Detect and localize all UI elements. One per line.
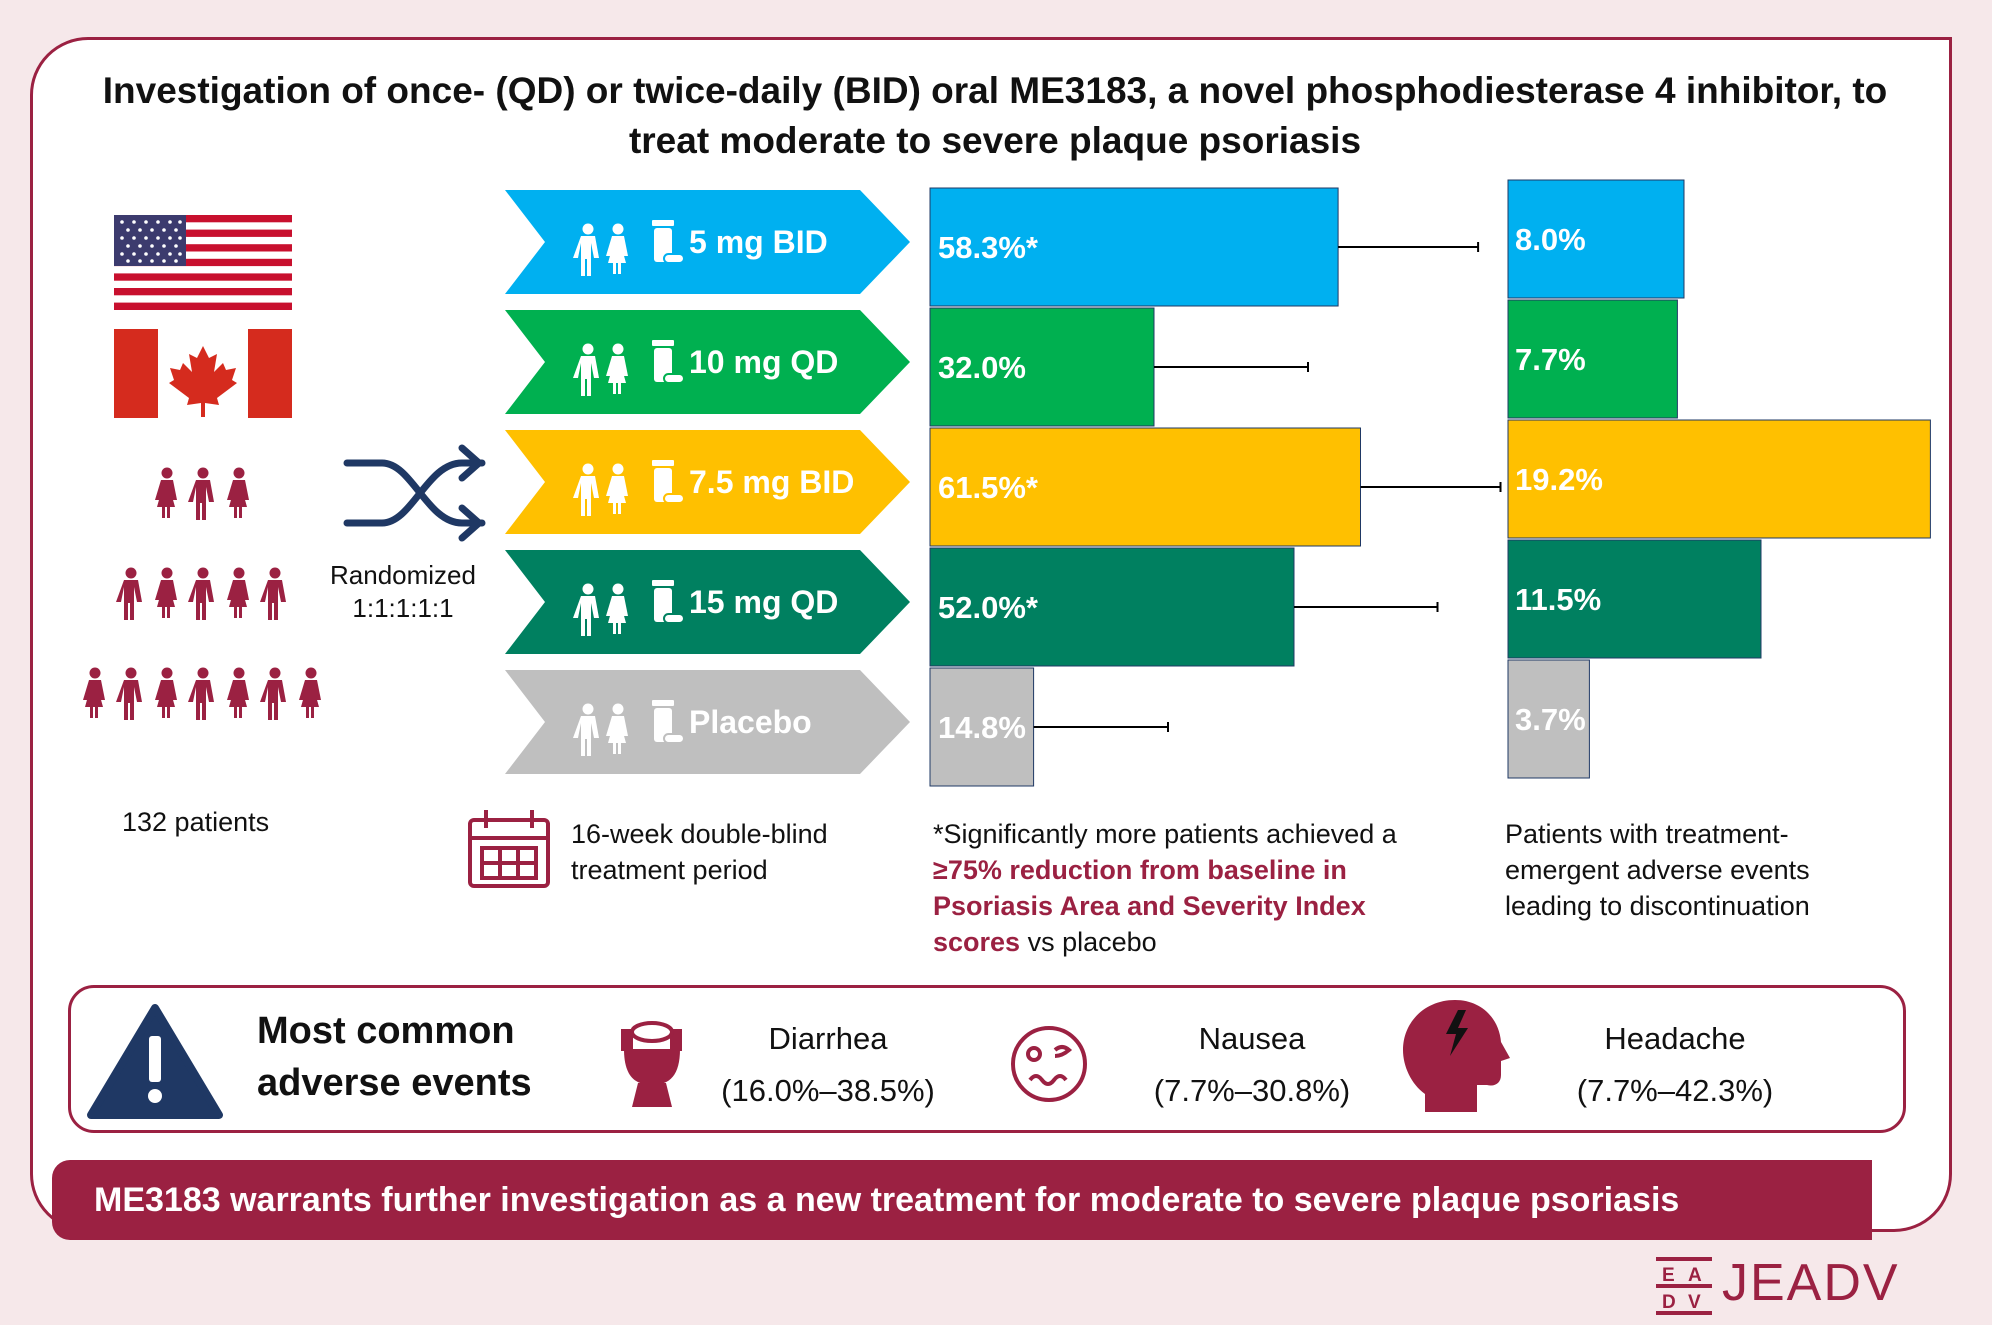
ae-nausea: Nausea (7.7%–30.8%) <box>1102 1020 1402 1110</box>
arm-arrow-5-mg-bid: 5 mg BID <box>505 190 910 294</box>
adverse-events-title-line1: Most common <box>257 1010 515 1052</box>
patients-pyramid-icon <box>83 467 321 720</box>
shuffle-icon <box>343 444 486 542</box>
ae-headache: Headache (7.7%–42.3%) <box>1525 1020 1825 1110</box>
pasi75-bar-10-mg-qd <box>929 307 1155 427</box>
arm-arrow-shape <box>505 190 910 294</box>
ae-headache-range: (7.7%–42.3%) <box>1576 1073 1774 1108</box>
arm-arrow-10-mg-qd: 10 mg QD <box>505 310 910 414</box>
teae-value-label: 8.0% <box>1515 222 1586 257</box>
warning-icon <box>87 1004 223 1119</box>
calendar-icon <box>468 810 550 888</box>
arm-arrow-shape <box>505 670 910 774</box>
pasi75-value-label: 58.3%* <box>938 230 1039 265</box>
pill-bottle-icon <box>652 580 685 624</box>
pasi75-chart: 58.3%* 32.0% 61.5%* 52.0%* 14.8% <box>929 187 1502 787</box>
ae-headache-name: Headache <box>1604 1021 1746 1056</box>
ae-nausea-range: (7.7%–30.8%) <box>1153 1073 1351 1108</box>
arm-arrow-7-5-mg-bid: 7.5 mg BID <box>505 430 910 534</box>
teae-value-label: 19.2% <box>1515 462 1603 497</box>
us-flag-icon <box>114 215 292 310</box>
teae-bar-7-5-mg-bid <box>1507 419 1931 539</box>
page-title: Investigation of once- (QD) or twice-dai… <box>102 70 1888 161</box>
pasi-note: *Significantly more patients achieved a … <box>933 816 1453 960</box>
treatment-arms: 5 mg BID 10 mg QD 7.5 mg BID 15 mg QD Placeb… <box>505 190 910 774</box>
pill-bottle-icon <box>652 340 685 384</box>
pasi75-value-label: 61.5%* <box>938 470 1039 505</box>
randomized-ratio: 1:1:1:1:1 <box>352 593 454 623</box>
teae-value-label: 7.7% <box>1515 342 1586 377</box>
patients-label: 132 patients <box>122 807 270 837</box>
arm-label: 5 mg BID <box>689 224 828 260</box>
treatment-period-label: 16-week double-blind treatment period <box>571 819 828 885</box>
teae-value-label: 3.7% <box>1515 702 1586 737</box>
pasi-note-suffix: vs placebo <box>1020 927 1157 957</box>
teae-bar-5-mg-bid <box>1507 179 1685 299</box>
pasi-note-highlight: ≥75% reduction from baseline in Psoriasi… <box>933 855 1366 957</box>
arm-arrow-placebo: Placebo <box>505 670 910 774</box>
teae-value-label: 11.5% <box>1515 582 1601 617</box>
canada-flag-icon <box>114 329 292 418</box>
pill-bottle-icon <box>652 460 685 504</box>
arm-arrow-15-mg-qd: 15 mg QD <box>505 550 910 654</box>
pill-bottle-icon <box>652 220 685 264</box>
ae-diarrhea-name: Diarrhea <box>768 1021 888 1056</box>
logo-letter-e: E <box>1662 1265 1675 1286</box>
arm-arrow-shape <box>505 430 910 534</box>
pasi75-bar-15-mg-qd <box>929 547 1295 667</box>
logo-text: JEADV <box>1722 1254 1900 1312</box>
pill-bottle-icon <box>652 700 685 744</box>
eadv-logo-icon <box>1656 1257 1712 1315</box>
randomized-label: Randomized 1:1:1:1:1 <box>318 559 488 625</box>
logo-letter-d: D <box>1662 1292 1676 1313</box>
pasi75-bar-placebo <box>929 667 1035 787</box>
ae-diarrhea: Diarrhea (16.0%–38.5%) <box>678 1020 978 1110</box>
pasi75-bar-5-mg-bid <box>929 187 1339 307</box>
pasi-note-prefix: *Significantly more patients achieved a <box>933 819 1397 849</box>
pasi75-value-label: 32.0% <box>938 350 1026 385</box>
pasi75-value-label: 14.8% <box>938 710 1026 745</box>
ae-diarrhea-range: (16.0%–38.5%) <box>721 1073 935 1108</box>
teae-note: Patients with treatment-emergent adverse… <box>1505 819 1810 921</box>
ae-nausea-name: Nausea <box>1198 1021 1306 1056</box>
randomized-text: Randomized <box>330 560 476 590</box>
arm-arrow-shape <box>505 310 910 414</box>
pasi75-bar-7-5-mg-bid <box>929 427 1361 547</box>
adverse-events-title-line2: adverse events <box>257 1062 532 1104</box>
arm-label: 7.5 mg BID <box>689 464 854 500</box>
teae-bar-15-mg-qd <box>1507 539 1762 659</box>
arm-label: Placebo <box>689 704 812 740</box>
teae-bar-10-mg-qd <box>1507 299 1678 419</box>
adverse-events-title: Most common adverse events <box>257 1005 532 1109</box>
teae-chart: 8.0% 7.7% 19.2% 11.5% 3.7% <box>1507 179 1931 779</box>
headache-icon <box>1403 1000 1510 1112</box>
arm-label: 15 mg QD <box>689 584 838 620</box>
adverse-events-panel <box>68 985 1906 1133</box>
logo-letter-v: V <box>1688 1292 1701 1313</box>
logo-letter-a: A <box>1688 1265 1702 1286</box>
nauseous-face-icon <box>1011 1026 1087 1102</box>
conclusion-banner: ME3183 warrants further investigation as… <box>52 1160 1872 1240</box>
toilet-icon <box>621 1021 682 1107</box>
arm-label: 10 mg QD <box>689 344 838 380</box>
arm-arrow-shape <box>505 550 910 654</box>
teae-bar-placebo <box>1507 659 1590 779</box>
pasi75-value-label: 52.0%* <box>938 590 1039 625</box>
